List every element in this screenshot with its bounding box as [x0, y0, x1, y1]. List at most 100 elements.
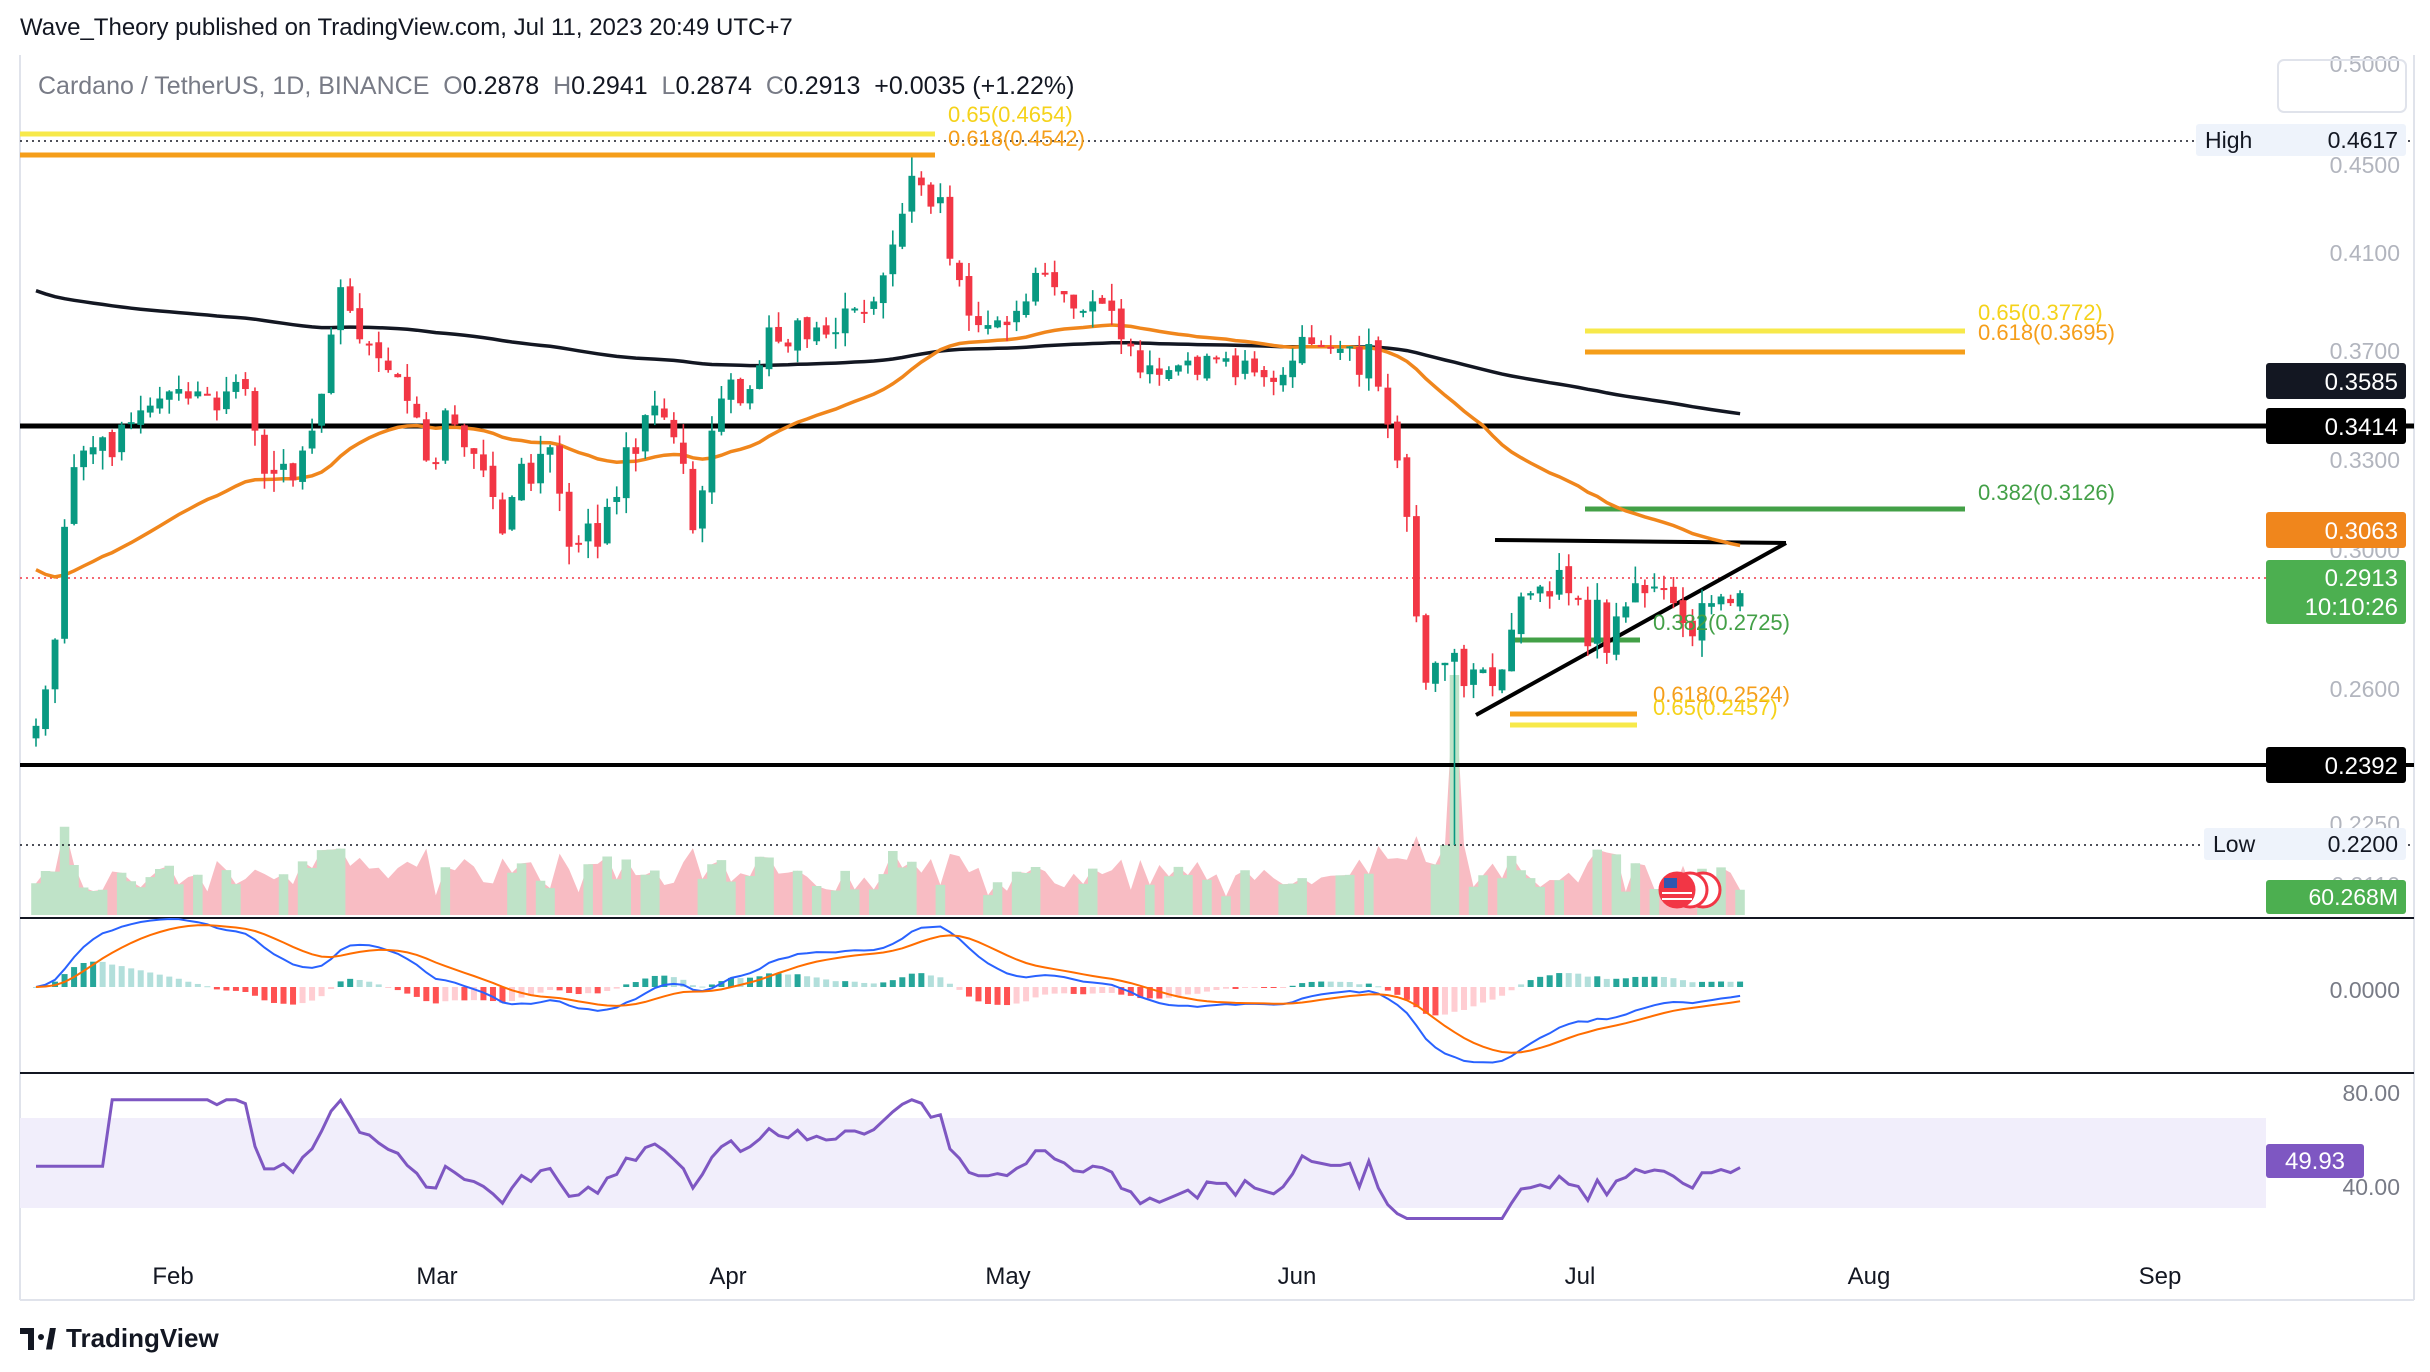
candle-body	[1194, 356, 1201, 375]
candle-body	[470, 448, 478, 454]
macd-bar	[1441, 987, 1448, 1015]
macd-bar	[489, 987, 496, 1002]
macd-bar	[309, 987, 316, 1001]
candle-body	[1651, 586, 1658, 589]
candle-body	[670, 419, 678, 438]
macd-bar	[185, 981, 192, 987]
candle-body	[1441, 662, 1449, 666]
macd-bar	[1699, 981, 1705, 987]
macd-bar	[1032, 987, 1039, 998]
macd-bar	[870, 983, 877, 987]
candle-body	[622, 447, 630, 499]
ema50-badge-value: 0.3063	[2325, 518, 2398, 545]
candle-body	[994, 320, 1001, 328]
candle-body	[1393, 421, 1401, 461]
macd-bar	[1613, 978, 1620, 987]
fib-label-mid-0618: 0.618(0.3695)	[1978, 320, 2115, 345]
resistance-badge-bg	[2266, 408, 2406, 444]
candle-body	[927, 184, 935, 207]
macd-bar	[1527, 980, 1534, 987]
tradingview-brand: TradingView	[20, 1323, 219, 1354]
candle-body	[965, 276, 973, 316]
candle-body	[1403, 457, 1411, 517]
candle-body	[1631, 583, 1639, 603]
candle-body	[1213, 357, 1220, 360]
candle-body	[327, 334, 335, 394]
time-tick: Apr	[709, 1263, 746, 1290]
macd-bar	[1232, 987, 1239, 989]
macd-bar	[880, 982, 887, 987]
macd-bar	[689, 985, 696, 987]
countdown-value: 10:10:26	[2305, 594, 2398, 621]
macd-bar	[1203, 987, 1210, 992]
macd-bar	[756, 976, 763, 987]
volume-badge-value: 60.268M	[2308, 884, 2398, 910]
candle-body	[946, 196, 954, 259]
macd-bar	[394, 987, 401, 991]
macd-bar	[366, 981, 373, 987]
candle-body	[270, 469, 278, 474]
ema200-badge: 0.3585	[2266, 363, 2406, 399]
macd-bar	[128, 968, 135, 987]
price-tick: 0.3700	[2330, 338, 2400, 364]
candle-body	[51, 639, 59, 690]
macd-bar	[547, 987, 554, 990]
open-value: 0.2878	[462, 72, 540, 100]
candle-body	[718, 398, 725, 432]
macd-bar	[1261, 987, 1268, 988]
fib-label-low-0618: 0.618(0.2524)	[1653, 682, 1790, 707]
candle-body	[917, 177, 925, 186]
macd-bar	[1651, 976, 1658, 987]
macd-bar	[708, 984, 715, 987]
macd-bar	[1375, 986, 1382, 988]
macd-bar	[1099, 987, 1106, 994]
open-label: O	[443, 72, 463, 100]
macd-bar	[1013, 987, 1020, 1004]
time-tick: Feb	[152, 1263, 193, 1290]
candle-body	[489, 465, 497, 497]
low-value: 0.2874	[675, 72, 752, 100]
candle-body	[1041, 272, 1049, 275]
macd-bar	[1584, 976, 1591, 987]
candle-body	[1022, 301, 1030, 315]
candle-body	[813, 327, 821, 342]
macd-bar	[1356, 984, 1363, 987]
candle-body	[1079, 310, 1087, 313]
time-tick: May	[985, 1263, 1030, 1290]
macd-bar	[385, 987, 392, 988]
candle-body	[1070, 294, 1078, 309]
candle-body	[794, 320, 801, 351]
macd-bar	[1165, 987, 1172, 998]
close-label: C	[765, 72, 784, 100]
candle-body	[384, 360, 392, 371]
candle-body	[1355, 347, 1363, 375]
macd-bar	[1346, 982, 1353, 987]
candle-body	[851, 308, 859, 311]
scale-toggle[interactable]	[2277, 59, 2407, 113]
candle-body	[841, 308, 849, 334]
macd-bar	[118, 966, 125, 987]
macd-bar	[823, 979, 830, 987]
macd-bar	[794, 974, 801, 987]
macd-bar	[1603, 978, 1610, 987]
macd-bar	[737, 978, 744, 987]
macd-bar	[937, 977, 944, 987]
macd-bar	[1146, 987, 1153, 999]
resistance-badge: 0.3414	[2266, 408, 2406, 444]
macd-bar	[1489, 987, 1496, 1000]
macd-bar	[99, 961, 106, 987]
candle-body	[1660, 588, 1668, 591]
candle-body	[441, 410, 449, 461]
candle-body	[108, 432, 116, 458]
macd-bar	[946, 983, 953, 987]
candle-body	[1536, 586, 1544, 594]
macd-bar	[299, 987, 306, 1004]
us-flag-icon[interactable]	[1658, 871, 1722, 909]
macd-bar	[337, 981, 344, 987]
macd-bar	[1432, 987, 1439, 1016]
high-label: H	[553, 72, 572, 100]
macd-bar	[908, 973, 915, 987]
macd-bar	[1660, 977, 1667, 987]
candle-body	[1089, 301, 1097, 312]
